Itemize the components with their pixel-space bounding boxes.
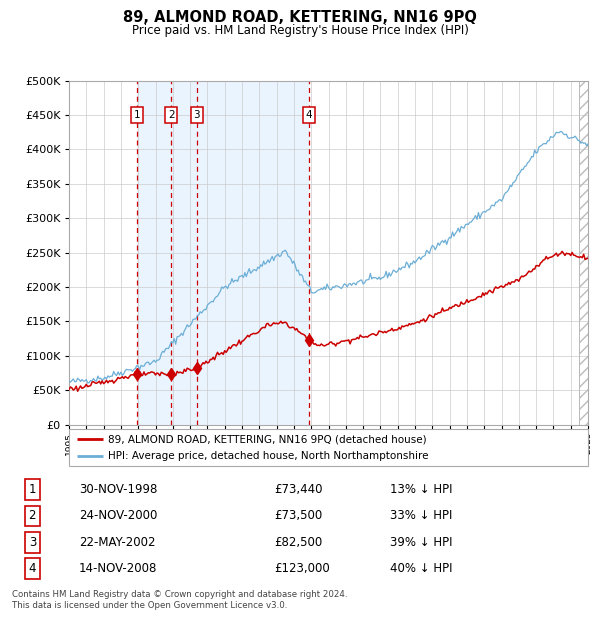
Text: Contains HM Land Registry data © Crown copyright and database right 2024.: Contains HM Land Registry data © Crown c… — [12, 590, 347, 600]
Text: 4: 4 — [305, 110, 312, 120]
Text: 89, ALMOND ROAD, KETTERING, NN16 9PQ: 89, ALMOND ROAD, KETTERING, NN16 9PQ — [123, 10, 477, 25]
Text: 14-NOV-2008: 14-NOV-2008 — [79, 562, 157, 575]
Text: £73,440: £73,440 — [274, 483, 322, 496]
Text: 24-NOV-2000: 24-NOV-2000 — [79, 510, 157, 523]
Text: 13% ↓ HPI: 13% ↓ HPI — [391, 483, 453, 496]
Text: 3: 3 — [194, 110, 200, 120]
Text: 1: 1 — [134, 110, 140, 120]
Text: This data is licensed under the Open Government Licence v3.0.: This data is licensed under the Open Gov… — [12, 601, 287, 611]
Text: 30-NOV-1998: 30-NOV-1998 — [79, 483, 157, 496]
Text: £73,500: £73,500 — [274, 510, 322, 523]
Text: 22-MAY-2002: 22-MAY-2002 — [79, 536, 155, 549]
Text: Price paid vs. HM Land Registry's House Price Index (HPI): Price paid vs. HM Land Registry's House … — [131, 24, 469, 37]
Text: 3: 3 — [29, 536, 36, 549]
Text: 40% ↓ HPI: 40% ↓ HPI — [391, 562, 453, 575]
Text: 33% ↓ HPI: 33% ↓ HPI — [391, 510, 452, 523]
Text: HPI: Average price, detached house, North Northamptonshire: HPI: Average price, detached house, Nort… — [108, 451, 428, 461]
Bar — [137, 81, 309, 425]
Text: 2: 2 — [168, 110, 175, 120]
Text: 39% ↓ HPI: 39% ↓ HPI — [391, 536, 453, 549]
Text: £82,500: £82,500 — [274, 536, 322, 549]
Bar — [580, 81, 588, 425]
FancyBboxPatch shape — [69, 429, 588, 466]
Text: 1: 1 — [29, 483, 36, 496]
Text: 89, ALMOND ROAD, KETTERING, NN16 9PQ (detached house): 89, ALMOND ROAD, KETTERING, NN16 9PQ (de… — [108, 434, 427, 444]
Text: 2: 2 — [29, 510, 36, 523]
Text: 4: 4 — [29, 562, 36, 575]
Text: £123,000: £123,000 — [274, 562, 329, 575]
